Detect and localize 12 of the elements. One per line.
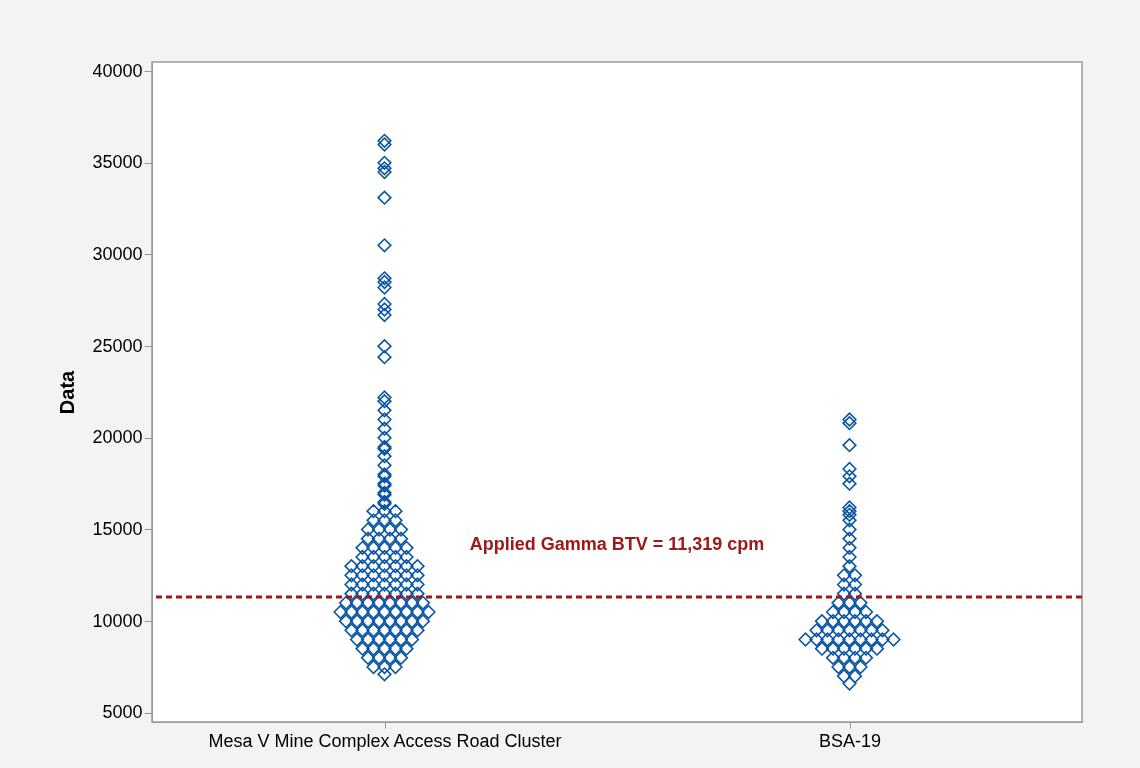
ref-line-label: Applied Gamma BTV = 11,319 cpm xyxy=(469,533,765,554)
y-axis-title: Data xyxy=(56,369,79,415)
y-tick-label: 25000 xyxy=(92,335,143,356)
y-tick-label: 30000 xyxy=(92,244,143,264)
y-tick-label: 15000 xyxy=(92,519,143,539)
y-tick-label: 5000 xyxy=(102,702,143,723)
y-tick-label: 10000 xyxy=(92,610,143,631)
y-tick-label: 40000 xyxy=(92,60,143,81)
y-tick-label: 35000 xyxy=(92,152,143,173)
y-tick-label: 20000 xyxy=(92,427,143,448)
x-tick-label: BSA-19 xyxy=(818,730,882,751)
x-tick-label: Mesa V Mine Complex Access Road Cluster xyxy=(208,730,562,751)
